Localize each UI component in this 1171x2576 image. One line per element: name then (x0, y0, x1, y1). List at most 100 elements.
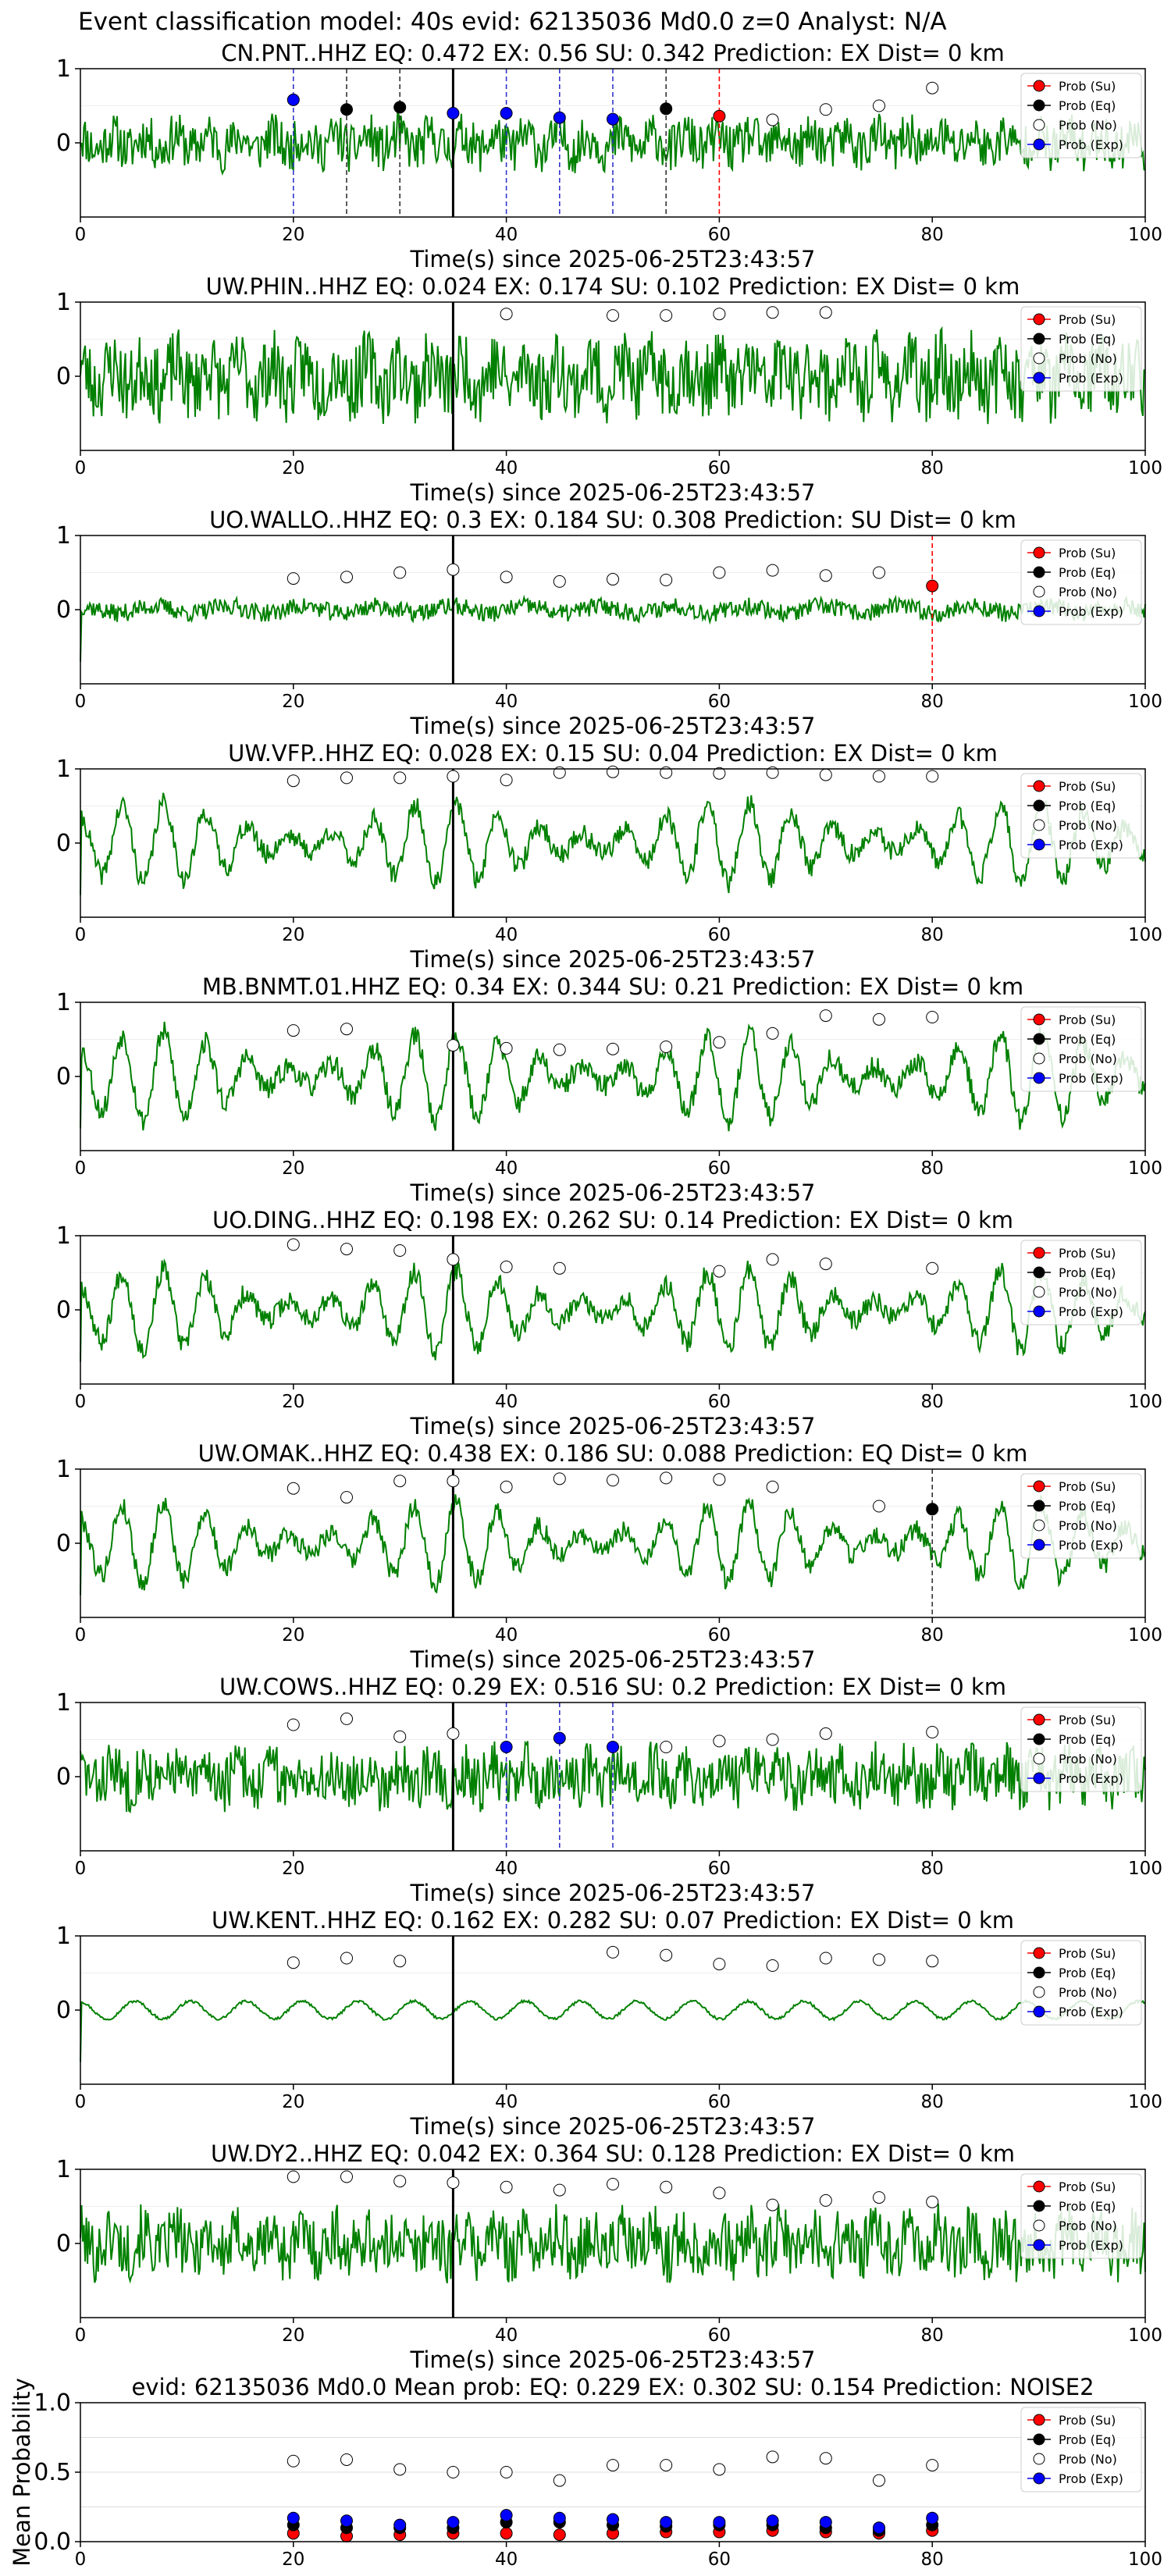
legend-label: Prob (Su) (1059, 1946, 1116, 1961)
panel-2: 0 20 40 60 80 100 0 1 UW.PHIN..HHZ EQ: 0.024 EX:… (56, 273, 1162, 506)
waveform-trace (80, 1021, 1146, 1132)
x-tick-label: 20 (282, 1859, 304, 1879)
mean-point-exp (766, 2514, 779, 2528)
legend-box (1020, 1240, 1142, 1325)
prob-point-no (713, 1036, 726, 1049)
axes-frame (80, 1235, 1146, 1385)
prob-point-no (713, 1473, 726, 1486)
legend-label: Prob (Su) (1059, 312, 1116, 327)
x-axis-label: Time(s) since 2025-06-25T23:43:57 (410, 1413, 816, 1439)
x-tick-label: 20 (282, 692, 304, 712)
legend-marker-su (1033, 2414, 1045, 2426)
legend-marker-exp (1033, 1072, 1045, 1084)
prob-point-no (873, 1953, 885, 1966)
x-tick-label: 20 (282, 1392, 304, 1412)
legend-label: Prob (No) (1059, 818, 1117, 833)
prob-point-no (500, 774, 513, 787)
legend-box (1020, 2173, 1142, 2259)
mean-point-no (447, 2466, 460, 2478)
mean-point-exp (607, 2513, 619, 2526)
x-axis-label: Time(s) since 2025-06-25T23:43:57 (410, 2113, 816, 2140)
prob-point-no (393, 771, 407, 785)
prob-point-no (660, 2180, 673, 2194)
waveform-trace (80, 1494, 1146, 1596)
prob-point-no (447, 1253, 460, 1266)
legend-marker-eq (1033, 333, 1045, 345)
prob-point-no (607, 573, 619, 586)
legend-box (1020, 1473, 1142, 1559)
prob-point-eq (660, 102, 673, 116)
legend-marker-exp (1033, 605, 1045, 617)
prob-point-no (287, 1482, 300, 1495)
prob-point-no (393, 566, 407, 579)
prob-point-no (660, 1948, 673, 1962)
x-tick-label: 40 (495, 2549, 518, 2570)
mean-point-no (393, 2463, 407, 2476)
x-tick-label: 80 (921, 1392, 944, 1412)
x-tick-label: 0 (75, 2092, 87, 2112)
legend-marker-eq (1033, 99, 1045, 112)
y-tick-label: 1 (56, 289, 71, 316)
legend-marker-eq (1033, 2433, 1045, 2446)
y-axis-label: Mean Probability (9, 2378, 35, 2567)
y-tick-label: 1 (56, 1456, 71, 1483)
prob-point-no (766, 306, 779, 319)
x-tick-label: 80 (921, 1859, 944, 1879)
x-tick-label: 20 (282, 2092, 304, 2112)
x-tick-label: 20 (282, 2325, 304, 2346)
prob-point-no (873, 566, 885, 579)
x-tick-label: 60 (708, 2092, 731, 2112)
prob-point-no (819, 569, 832, 582)
prob-point-no (393, 1730, 407, 1743)
prob-point-no (500, 2180, 513, 2194)
x-tick-label: 40 (495, 1625, 518, 1646)
prob-point-eq (340, 103, 353, 116)
legend-label: Prob (Eq) (1059, 1265, 1116, 1280)
prob-point-eq (393, 101, 407, 114)
legend-marker-exp (1033, 2472, 1045, 2485)
x-tick-label: 100 (1128, 1392, 1162, 1412)
prob-point-no (393, 2175, 407, 2188)
legend-marker-no (1033, 2219, 1045, 2232)
x-tick-label: 80 (921, 458, 944, 479)
prob-point-no (660, 309, 673, 322)
legend-label: Prob (No) (1059, 2218, 1117, 2233)
mean-point-exp (500, 2509, 513, 2522)
x-tick-label: 20 (282, 225, 304, 245)
waveform-trace (80, 326, 1146, 425)
prob-point-no (766, 113, 779, 126)
legend-label: Prob (No) (1059, 1752, 1117, 1767)
prob-point-no (766, 1253, 779, 1266)
prob-point-no (340, 1712, 353, 1725)
prob-point-no (500, 1260, 513, 1273)
x-tick-label: 40 (495, 925, 518, 945)
y-tick-label: 0 (56, 130, 71, 157)
prob-point-no (553, 575, 566, 588)
legend-marker-exp (1033, 1772, 1045, 1784)
mean-point-no (819, 2452, 832, 2465)
prob-point-no (713, 2186, 726, 2200)
y-tick-label: 1 (56, 522, 71, 550)
y-tick-label: 0 (56, 1763, 71, 1791)
y-tick-label: 0 (56, 830, 71, 857)
prob-point-no (447, 2176, 460, 2190)
x-tick-label: 40 (495, 225, 518, 245)
legend-box (1020, 1940, 1142, 2026)
prob-point-exp (500, 1741, 513, 1753)
prob-point-no (873, 1012, 885, 1026)
prob-point-exp (553, 1731, 566, 1745)
x-tick-label: 40 (495, 458, 518, 479)
prob-point-no (553, 2183, 566, 2197)
x-axis-label: Time(s) since 2025-06-25T23:43:57 (410, 1646, 816, 1673)
prob-point-no (766, 564, 779, 577)
legend-label: Prob (Eq) (1059, 1032, 1116, 1047)
x-tick-label: 80 (921, 2325, 944, 2346)
legend-label: Prob (No) (1059, 1285, 1117, 1300)
x-tick-label: 60 (708, 1625, 731, 1646)
prob-point-no (819, 306, 832, 319)
legend-label: Prob (Su) (1059, 1713, 1116, 1727)
prob-point-no (660, 1041, 673, 1053)
x-tick-label: 80 (921, 2549, 944, 2570)
prob-point-no (393, 1244, 407, 1257)
